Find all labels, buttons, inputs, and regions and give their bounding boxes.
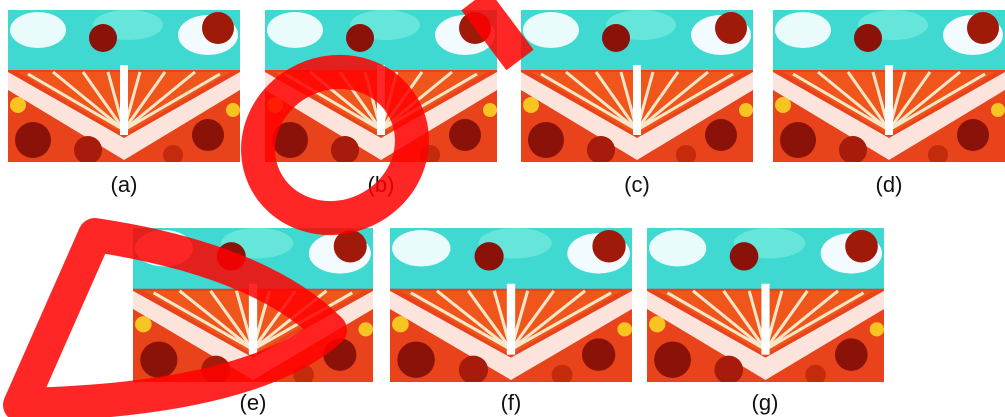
panel-label: (g) [752, 390, 779, 415]
image-panel [647, 228, 884, 385]
panel-label: (c) [624, 172, 650, 197]
image-panel [8, 10, 240, 165]
panel-label: (a) [111, 172, 138, 197]
figure: (a) (b) (c) (d) (e) (f) (g) [0, 0, 1005, 417]
panel-label: (d) [876, 172, 903, 197]
panel-label: (f) [501, 390, 522, 415]
image-panel [521, 10, 753, 165]
image-panel [773, 10, 1005, 165]
panel-label: (e) [240, 390, 267, 415]
image-panel [390, 228, 632, 385]
